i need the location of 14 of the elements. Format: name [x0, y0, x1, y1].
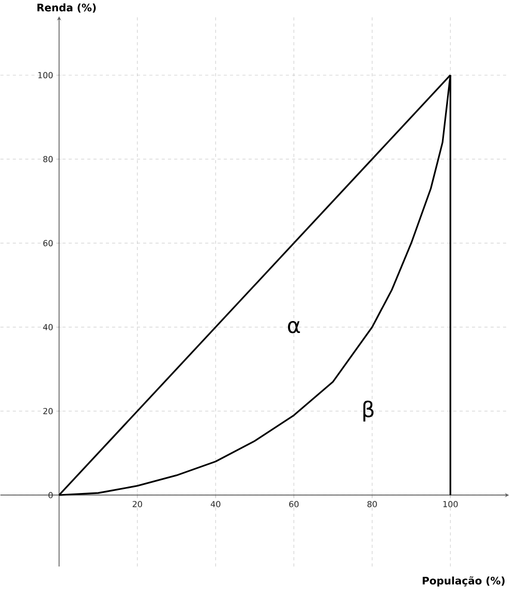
annotation: β [363, 400, 374, 422]
x-tick-label: 80 [367, 500, 377, 508]
x-axis-title: População (%) [422, 576, 504, 587]
y-tick-label: 100 [38, 72, 52, 78]
y-tick-label: 80 [43, 156, 52, 162]
x-tick-label: 60 [288, 500, 298, 508]
annotation: α [288, 320, 300, 334]
x-tick-label: 40 [210, 500, 220, 508]
y-tick-label: 60 [43, 240, 52, 246]
x-tick-label: 100 [443, 500, 458, 508]
x-tick-label: 20 [132, 500, 142, 508]
y-axis-title: Renda (%) [37, 3, 96, 13]
y-tick-label: 40 [42, 324, 52, 330]
y-tick-label: 20 [43, 408, 52, 414]
